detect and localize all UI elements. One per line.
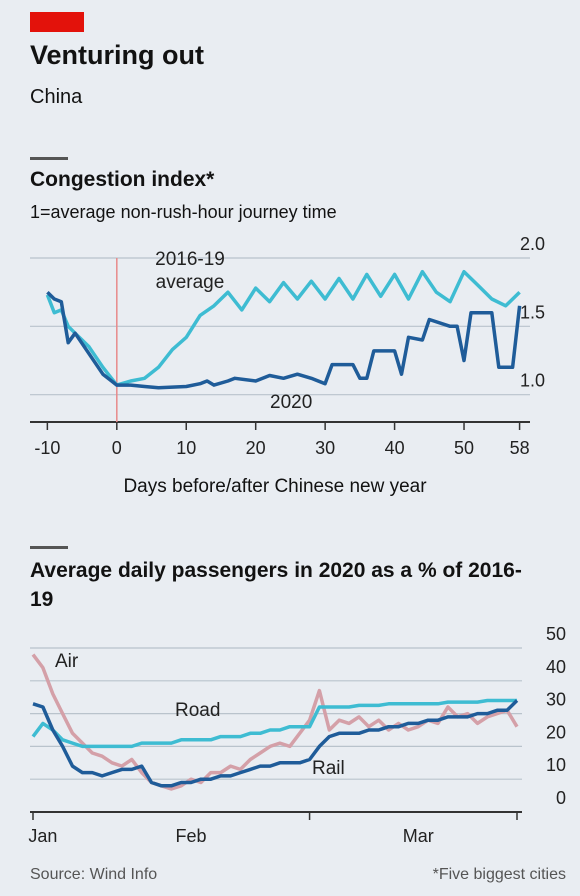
series-line — [31, 653, 519, 791]
x-tick-label: 40 — [385, 438, 405, 458]
x-tick-label: Jan — [28, 826, 57, 846]
x-tick-label: 20 — [246, 438, 266, 458]
subtitle: China — [30, 86, 83, 108]
brand-tag — [30, 12, 84, 32]
series-label: 2016-19 average — [155, 249, 225, 293]
x-tick-label: -10 — [34, 438, 60, 458]
series-label: Road — [175, 700, 221, 721]
footnote: *Five biggest cities — [432, 866, 566, 883]
chart-title: Average daily passengers in 2020 as a % … — [30, 559, 522, 611]
series-line — [31, 698, 517, 749]
y-tick-label: 10 — [546, 755, 566, 775]
section-bar — [30, 546, 68, 549]
x-tick-label: Feb — [176, 826, 207, 846]
x-tick-label: 50 — [454, 438, 474, 458]
chart-subtitle: 1=average non-rush-hour journey time — [30, 202, 337, 222]
source: Source: Wind Info — [30, 866, 158, 883]
chart-title: Congestion index* — [30, 168, 215, 191]
series-label: Rail — [312, 758, 345, 779]
y-tick-label: 1.0 — [520, 371, 545, 391]
y-tick-label: 1.5 — [520, 302, 545, 322]
x-tick-label: Mar — [403, 826, 434, 846]
y-tick-label: 2.0 — [520, 234, 545, 254]
x-tick-label: 10 — [176, 438, 196, 458]
x-tick-label: 0 — [112, 438, 122, 458]
series-line — [46, 290, 522, 390]
title: Venturing out — [30, 40, 204, 70]
x-tick-label: 30 — [315, 438, 335, 458]
series-line — [32, 699, 519, 788]
y-tick-label: 30 — [546, 690, 566, 710]
series-label: 2020 — [270, 392, 313, 413]
y-tick-label: 40 — [546, 657, 566, 677]
y-tick-label: 50 — [546, 624, 566, 644]
x-tick-label: 58 — [510, 438, 530, 458]
section-bar — [30, 157, 68, 160]
y-tick-label: 20 — [546, 722, 566, 742]
y-tick-label: 0 — [556, 788, 566, 808]
series-label: Air — [55, 651, 79, 672]
x-axis-label: Days before/after Chinese new year — [123, 476, 427, 497]
series-line — [45, 269, 521, 387]
